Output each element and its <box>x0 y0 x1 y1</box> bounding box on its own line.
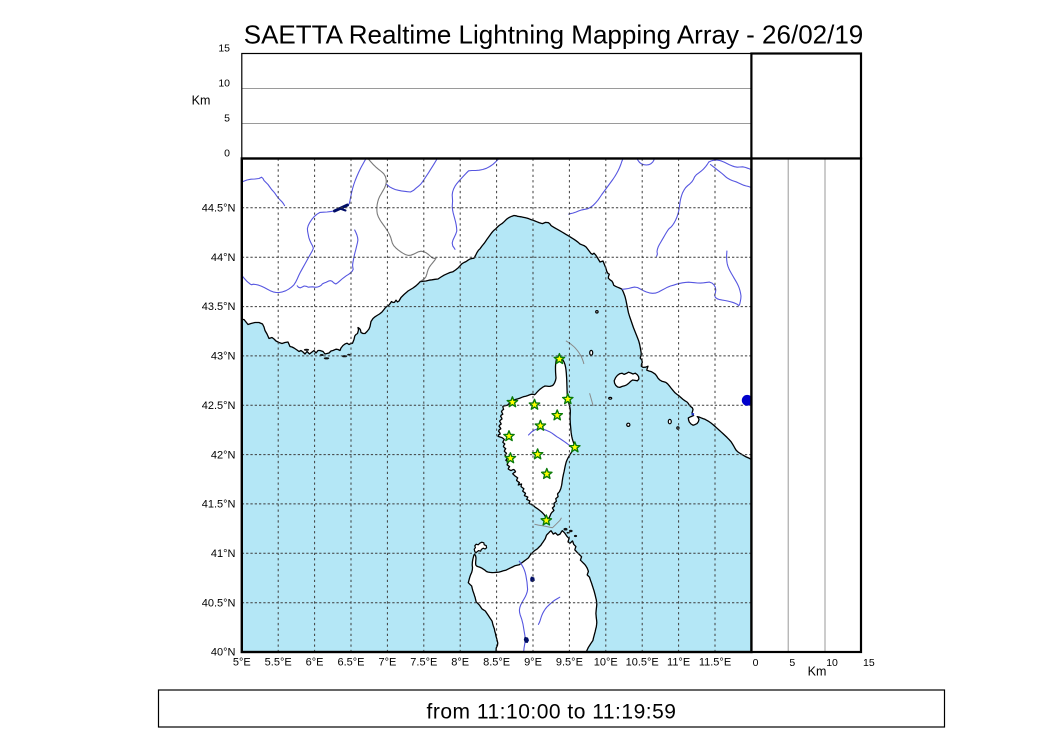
svg-text:41°N: 41°N <box>211 548 236 560</box>
svg-text:8°E: 8°E <box>451 657 469 669</box>
svg-text:Km: Km <box>192 94 211 108</box>
svg-text:5: 5 <box>224 113 230 125</box>
svg-text:11°E: 11°E <box>667 657 690 669</box>
svg-text:SAETTA Realtime Lightning Mapp: SAETTA Realtime Lightning Mapping Array … <box>244 20 864 50</box>
svg-text:6.5°E: 6.5°E <box>337 657 364 669</box>
svg-text:40.5°N: 40.5°N <box>202 597 236 609</box>
svg-text:Km: Km <box>808 665 827 679</box>
svg-text:41.5°N: 41.5°N <box>202 499 236 511</box>
svg-text:40°N: 40°N <box>211 647 236 659</box>
svg-text:10.5°E: 10.5°E <box>626 657 659 669</box>
svg-text:5°E: 5°E <box>233 657 251 669</box>
svg-text:9°E: 9°E <box>524 657 542 669</box>
svg-text:9.5°E: 9.5°E <box>556 657 583 669</box>
svg-text:8.5°E: 8.5°E <box>483 657 510 669</box>
svg-text:0: 0 <box>753 657 759 669</box>
svg-text:44°N: 44°N <box>211 252 236 264</box>
svg-text:10°E: 10°E <box>594 657 618 669</box>
svg-text:5.5°E: 5.5°E <box>265 657 292 669</box>
svg-text:44.5°N: 44.5°N <box>202 203 236 215</box>
svg-text:5: 5 <box>789 657 795 669</box>
svg-text:7.5°E: 7.5°E <box>410 657 437 669</box>
svg-text:6°E: 6°E <box>306 657 324 669</box>
svg-text:10: 10 <box>826 657 838 669</box>
svg-text:7°E: 7°E <box>378 657 396 669</box>
svg-text:from 11:10:00 to 11:19:59: from 11:10:00 to 11:19:59 <box>427 701 677 724</box>
svg-text:42°N: 42°N <box>211 449 236 461</box>
svg-text:42.5°N: 42.5°N <box>202 400 236 412</box>
svg-text:0: 0 <box>224 148 230 160</box>
svg-text:10: 10 <box>218 78 230 90</box>
svg-text:43.5°N: 43.5°N <box>202 301 236 313</box>
svg-text:15: 15 <box>863 657 875 669</box>
svg-text:15: 15 <box>218 43 230 55</box>
svg-text:11.5°E: 11.5°E <box>699 657 731 669</box>
svg-text:43°N: 43°N <box>211 351 236 363</box>
